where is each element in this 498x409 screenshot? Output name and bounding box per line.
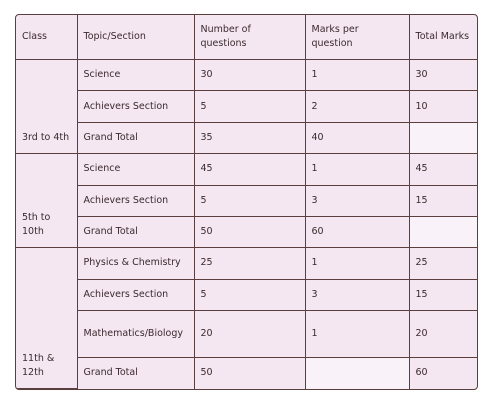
value-cell: 15 — [408, 184, 477, 217]
empty-cell — [408, 215, 477, 249]
header-cell: Total Marks — [408, 15, 477, 61]
topic-cell: Achievers Section — [77, 278, 195, 312]
value-cell: 60 — [408, 356, 477, 389]
value-cell: 1 — [304, 310, 410, 358]
topic-cell: Grand Total — [77, 121, 195, 155]
value-cell: 5 — [193, 90, 306, 123]
topic-cell: Grand Total — [77, 356, 195, 389]
header-row: Class Topic/Section Number of questions Mar… — [16, 15, 477, 61]
class-cell: 3rd to 4th — [16, 59, 78, 155]
value-cell: 40 — [304, 121, 410, 155]
table-row: Achievers Section 5 3 15 — [16, 278, 477, 312]
header-cell: Marks per question — [304, 15, 410, 61]
table-row: 3rd to 4th Science 30 1 30 — [16, 59, 477, 155]
value-cell: 35 — [193, 121, 306, 155]
table-row: Grand Total 50 60 — [16, 356, 477, 389]
value-cell: 30 — [408, 59, 477, 92]
value-cell: 1 — [304, 59, 410, 92]
table-row: Mathematics/Biology 20 1 20 — [16, 310, 477, 358]
value-cell: 5 — [193, 184, 306, 217]
class-cell: 11th & 12th — [16, 247, 78, 389]
value-cell: 10 — [408, 90, 477, 123]
header-cell: Number of questions — [193, 15, 306, 61]
topic-cell: Achievers Section — [77, 90, 195, 123]
value-cell: 20 — [193, 310, 306, 358]
table-row: Achievers Section 5 2 10 — [16, 90, 477, 123]
table-frame: Class Topic/Section Number of questions Mar… — [15, 14, 478, 390]
topic-cell: Science — [76, 59, 195, 92]
value-cell: 3 — [304, 278, 410, 312]
topic-cell: Achievers Section — [77, 184, 195, 217]
value-cell: 1 — [304, 153, 410, 186]
value-cell: 50 — [193, 215, 306, 249]
header-cell: Class — [16, 15, 78, 61]
class-cell: 5th to 10th — [16, 153, 78, 249]
value-cell: 3 — [304, 184, 410, 217]
value-cell: 25 — [193, 247, 306, 280]
header-cell: Topic/Section — [76, 15, 195, 61]
topic-cell: Science — [76, 153, 195, 186]
empty-cell — [304, 356, 410, 389]
topic-cell: Grand Total — [77, 215, 195, 249]
value-cell: 25 — [408, 247, 477, 280]
value-cell: 50 — [193, 356, 306, 389]
value-cell: 15 — [408, 278, 477, 312]
topic-cell: Physics & Chemistry — [76, 247, 195, 280]
value-cell: 30 — [193, 59, 306, 92]
value-cell: 60 — [304, 215, 410, 249]
table-row: 5th to 10th Science 45 1 45 — [16, 153, 477, 249]
value-cell: 2 — [304, 90, 410, 123]
topic-cell: Mathematics/Biology — [77, 310, 195, 358]
table: Class Topic/Section Number of questions Mar… — [16, 15, 477, 389]
empty-cell — [408, 121, 477, 155]
value-cell: 5 — [193, 278, 306, 312]
table-row: 11th & 12th Physics & Chemistry 25 1 25 — [16, 247, 477, 389]
value-cell: 1 — [304, 247, 410, 280]
table-row: Achievers Section 5 3 15 — [16, 184, 477, 217]
value-cell: 45 — [408, 153, 477, 186]
table-row: Grand Total 50 60 — [16, 215, 477, 249]
value-cell: 20 — [408, 310, 477, 358]
table-row: Grand Total 35 40 — [16, 121, 477, 155]
value-cell: 45 — [193, 153, 306, 186]
